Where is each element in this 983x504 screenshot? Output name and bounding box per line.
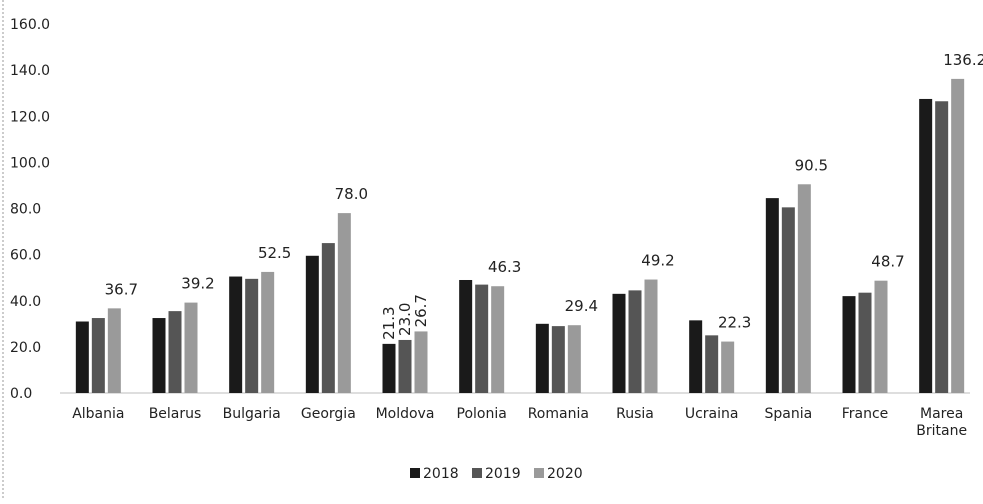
data-label-georgia-2020: 78.0 <box>335 185 368 203</box>
bar-spania-2018 <box>765 198 779 393</box>
bar-polonia-2018 <box>459 279 473 393</box>
y-tick-label-0-0: 0.0 <box>10 386 32 402</box>
data-label-moldova-2019: 23.0 <box>396 303 414 336</box>
legend-swatch-2020 <box>534 468 544 478</box>
bar-spania-2020 <box>797 184 811 393</box>
bar-spania-2019 <box>781 207 795 393</box>
data-label-albania-2020: 36.7 <box>105 280 138 298</box>
bar-ucraina-2020 <box>721 341 735 393</box>
bar-romania-2020 <box>567 325 581 393</box>
x-tick-label-bulgaria: Bulgaria <box>223 406 281 422</box>
bar-albania-2020 <box>107 308 121 393</box>
data-label-polonia-2020: 46.3 <box>488 258 521 276</box>
legend-swatch-2019 <box>472 468 482 478</box>
bar-marea-britane-2020 <box>951 78 965 394</box>
bar-bulgaria-2020 <box>261 271 275 393</box>
x-tick-label-line: Britane <box>916 423 967 439</box>
bars <box>75 78 965 394</box>
y-tick-label-120-0: 120.0 <box>10 109 50 125</box>
data-label-moldova-2020: 26.7 <box>412 294 430 327</box>
data-label-romania-2020: 29.4 <box>565 297 598 315</box>
x-tick-label-marea-britane: Marea Britane <box>916 406 967 439</box>
bar-bulgaria-2019 <box>245 278 259 393</box>
y-tick-label-140-0: 140.0 <box>10 63 50 79</box>
bar-moldova-2020 <box>414 331 428 393</box>
bar-romania-2019 <box>551 326 565 393</box>
bar-romania-2018 <box>535 323 549 393</box>
bar-france-2018 <box>842 296 856 393</box>
bar-belarus-2020 <box>184 302 198 393</box>
data-label-moldova-2018: 21.3 <box>380 306 398 339</box>
bar-marea-britane-2019 <box>935 101 949 394</box>
data-label-bulgaria-2020: 52.5 <box>258 244 291 262</box>
x-tick-label-moldova: Moldova <box>376 406 435 422</box>
bar-france-2020 <box>874 280 888 393</box>
y-tick-label-80-0: 80.0 <box>10 202 41 218</box>
bar-rusia-2018 <box>612 293 626 393</box>
bar-albania-2018 <box>75 321 89 393</box>
legend-swatch-2018 <box>410 468 420 478</box>
bar-georgia-2018 <box>305 255 319 393</box>
x-tick-label-france: France <box>842 406 889 422</box>
y-tick-label-160-0: 160.0 <box>10 17 50 33</box>
x-axis-ticks: Albania Belarus Bulgaria Georgia Moldova Polo… <box>72 406 967 439</box>
y-tick-label-100-0: 100.0 <box>10 155 50 171</box>
data-label-ucraina-2020: 22.3 <box>718 314 751 332</box>
bar-bulgaria-2018 <box>229 276 243 393</box>
legend: 2018 2019 2020 <box>410 466 583 482</box>
data-label-france-2020: 48.7 <box>871 253 904 271</box>
y-tick-label-40-0: 40.0 <box>10 294 41 310</box>
y-tick-label-20-0: 20.0 <box>10 340 41 356</box>
x-tick-label-polonia: Polonia <box>457 406 507 422</box>
data-label-rusia-2020: 49.2 <box>641 252 674 270</box>
bar-rusia-2020 <box>644 279 658 393</box>
x-tick-label-belarus: Belarus <box>149 406 202 422</box>
legend-label-2018: 2018 <box>423 466 459 482</box>
bar-georgia-2020 <box>337 213 351 393</box>
legend-label-2019: 2019 <box>485 466 521 482</box>
y-axis-ticks: 0.0 20.0 40.0 60.0 80.0 100.0 120.0 140.0 160.0 <box>2 0 970 500</box>
bar-polonia-2020 <box>491 286 505 393</box>
x-tick-label-spania: Spania <box>764 406 812 422</box>
x-tick-label-ucraina: Ucraina <box>685 406 739 422</box>
data-label-spania-2020: 90.5 <box>795 156 828 174</box>
data-labels: 36.7 39.2 52.5 78.0 21.323.026.7 46.3 29.4 49.2… <box>105 51 983 340</box>
bar-belarus-2018 <box>152 318 166 393</box>
bar-albania-2019 <box>91 318 105 393</box>
x-tick-label-albania: Albania <box>72 406 124 422</box>
legend-label-2020: 2020 <box>547 466 583 482</box>
x-tick-label-rusia: Rusia <box>616 406 654 422</box>
x-tick-label-georgia: Georgia <box>301 406 356 422</box>
data-label-marea-britane-2020: 136.2 <box>943 51 983 69</box>
bar-polonia-2019 <box>475 284 489 393</box>
bar-moldova-2019 <box>398 339 412 393</box>
data-label-belarus-2020: 39.2 <box>181 275 214 293</box>
x-tick-label-line: Marea <box>920 406 963 422</box>
bar-ucraina-2018 <box>689 320 703 393</box>
bar-rusia-2019 <box>628 290 642 393</box>
bar-france-2019 <box>858 292 872 393</box>
bar-belarus-2019 <box>168 311 182 393</box>
bar-ucraina-2019 <box>705 335 719 393</box>
x-tick-label-romania: Romania <box>528 406 589 422</box>
y-tick-label-60-0: 60.0 <box>10 248 41 264</box>
bar-georgia-2019 <box>321 243 335 393</box>
bar-moldova-2018 <box>382 343 396 393</box>
bar-marea-britane-2018 <box>919 98 933 393</box>
